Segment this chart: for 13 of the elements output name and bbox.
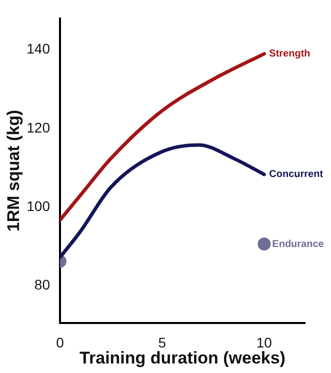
x-tick-label: 0 — [56, 334, 64, 350]
series-label: Endurance — [272, 238, 324, 250]
series-label: Concurrent — [269, 169, 324, 180]
series-label: Strength — [269, 48, 310, 60]
x-tick-label: 10 — [256, 334, 272, 350]
line-series — [60, 52, 266, 222]
y-tick-label: 80 — [34, 276, 50, 293]
x-axis-title: Training duration (weeks) — [80, 348, 286, 368]
y-tick-label: 120 — [26, 119, 50, 136]
y-axis-title: 1RM squat (kg) — [4, 110, 23, 232]
y-tick-label: 140 — [26, 40, 50, 57]
x-tick-label: 5 — [158, 334, 166, 350]
y-tick-label: 100 — [26, 198, 50, 214]
